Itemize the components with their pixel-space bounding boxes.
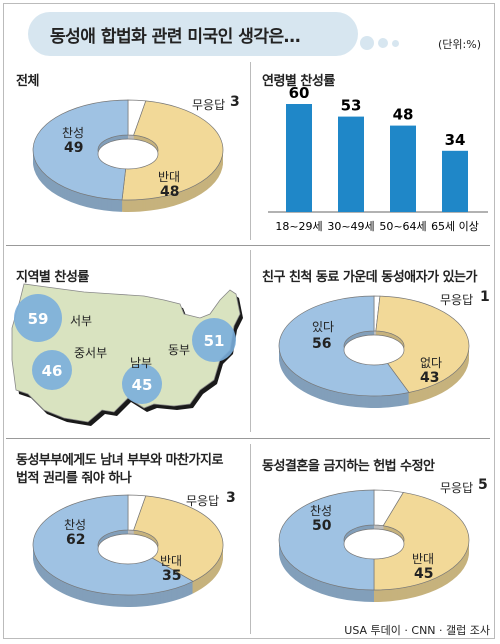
slice-value: 43 <box>420 370 440 386</box>
source-note: USA 투데이 · CNN · 갤럽 조사 <box>344 624 490 637</box>
slice-value: 3 <box>226 490 236 506</box>
bar <box>286 104 312 212</box>
region-value: 46 <box>42 362 63 380</box>
region-marker <box>192 318 236 362</box>
slice-value: 50 <box>312 518 332 534</box>
cloud-bubble <box>360 36 374 50</box>
cloud-bubble <box>392 40 399 47</box>
unit-label: (단위:%) <box>438 38 481 51</box>
pie-slice <box>375 295 470 393</box>
bar-value-label: 34 <box>445 131 466 149</box>
slice-label: 없다 <box>420 356 443 370</box>
region-name: 서부 <box>70 314 93 328</box>
region-marker <box>14 294 62 342</box>
region-value: 59 <box>28 310 49 328</box>
panel-title-age: 연령별 찬성률 <box>262 74 335 89</box>
bar-category-label: 50~64세 <box>379 220 426 233</box>
bar-value-label: 48 <box>393 106 414 124</box>
region-value: 45 <box>132 376 153 394</box>
slice-value: 56 <box>312 336 332 352</box>
column-divider <box>250 62 251 240</box>
bar-category-label: 65세 이상 <box>431 220 479 233</box>
panel-title-acquaintance: 친구 친척 동료 가운데 동성애자가 있는가 <box>262 270 477 285</box>
pie-slice <box>373 492 470 591</box>
pie-hole <box>343 528 405 560</box>
bar <box>442 150 468 212</box>
slice-label: 있다 <box>312 320 335 334</box>
slice-label: 찬성 <box>62 126 85 140</box>
region-marker <box>122 364 162 404</box>
column-divider <box>250 444 251 634</box>
pie-hole <box>97 138 159 170</box>
bar <box>390 125 416 212</box>
panel-title-region: 지역별 찬성률 <box>16 270 89 285</box>
slice-label: 무응답 <box>440 293 474 307</box>
panel-title-overall: 전체 <box>16 74 39 89</box>
section-divider <box>6 245 490 246</box>
region-name: 중서부 <box>74 346 108 360</box>
pie-slice <box>121 100 224 201</box>
slice-label: 무응답 <box>186 494 220 508</box>
slice-label: 반대 <box>160 554 183 568</box>
graphic-title: 동성애 합법화 관련 미국인 생각은… <box>50 27 301 47</box>
cloud-bubble <box>378 38 388 48</box>
slice-label: 찬성 <box>64 518 87 532</box>
region-name: 남부 <box>130 356 153 370</box>
bar-value-label: 60 <box>289 84 310 102</box>
slice-value: 1 <box>480 289 490 305</box>
slice-value: 5 <box>478 477 488 493</box>
slice-label: 반대 <box>158 170 181 184</box>
slice-value: 62 <box>66 532 86 548</box>
graphic-frame <box>3 3 495 639</box>
bar-category-label: 18~29세 <box>275 220 322 233</box>
bar-value-label: 53 <box>341 97 362 115</box>
slice-label: 찬성 <box>310 504 333 518</box>
slice-value: 45 <box>414 566 434 582</box>
pie-hole <box>343 334 405 366</box>
panel-title-line: 동성부부에게도 남녀 부부와 마찬가지로 <box>16 453 223 468</box>
slice-value: 35 <box>162 568 182 584</box>
region-name: 동부 <box>168 343 191 357</box>
slice-label: 무응답 <box>192 98 226 112</box>
slice-value: 49 <box>64 140 84 156</box>
region-marker <box>32 350 72 390</box>
region-value: 51 <box>204 332 225 350</box>
slice-value: 48 <box>160 184 180 200</box>
title-cloud <box>28 12 358 56</box>
panel-title-line: 법적 권리를 줘야 하나 <box>16 471 132 486</box>
slice-label: 무응답 <box>440 481 474 495</box>
panel-title-amendment: 동성결혼을 금지하는 헌법 수정안 <box>262 459 435 474</box>
us-map <box>11 283 243 426</box>
bar-category-label: 30~49세 <box>327 220 374 233</box>
section-divider <box>6 438 490 439</box>
slice-label: 반대 <box>412 552 435 566</box>
pie-hole <box>97 533 159 565</box>
column-divider <box>250 250 251 432</box>
panel-title-legal-rights: 동성부부에게도 남녀 부부와 마찬가지로 법적 권리를 줘야 하나 <box>16 452 223 488</box>
slice-value: 3 <box>230 94 240 110</box>
bar <box>338 116 364 212</box>
